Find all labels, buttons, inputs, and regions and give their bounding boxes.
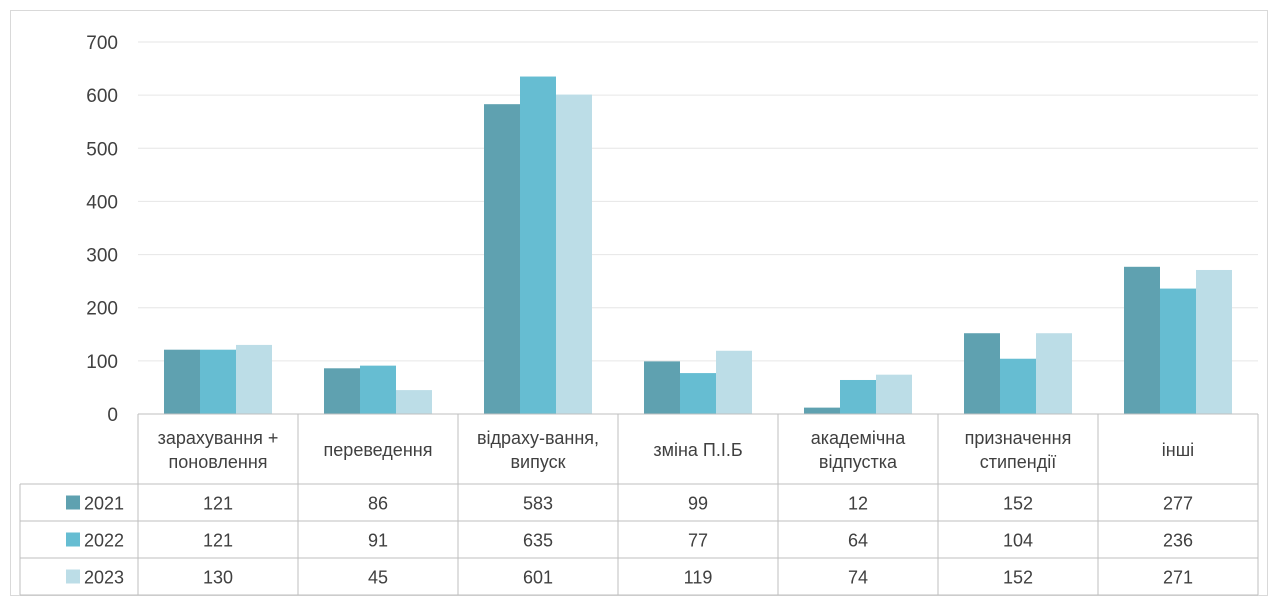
y-tick-label: 100 (86, 352, 118, 373)
table-cell: 635 (523, 531, 553, 551)
table-cell: 121 (203, 531, 233, 551)
category-label: поновлення (169, 452, 268, 472)
bar-2021-5 (964, 333, 1000, 414)
table-cell: 601 (523, 568, 553, 588)
category-label: випуск (510, 452, 565, 472)
y-tick-label: 0 (107, 405, 118, 426)
bar-2022-5 (1000, 358, 1036, 414)
table-cell: 104 (1003, 531, 1033, 551)
series-label: 2023 (84, 568, 124, 588)
table-cell: 77 (688, 531, 708, 551)
category-label: відпустка (819, 452, 898, 472)
category-label: інші (1162, 440, 1194, 460)
legend-key-2021 (66, 495, 80, 510)
table-cell: 130 (203, 568, 233, 588)
bar-2022-4 (840, 379, 876, 414)
bar-2022-3 (680, 373, 716, 414)
bar-2023-4 (876, 374, 912, 414)
table-cell: 152 (1003, 494, 1033, 514)
series-label: 2022 (84, 531, 124, 551)
y-tick-label: 300 (86, 246, 118, 267)
bar-2022-1 (360, 365, 396, 414)
table-cell: 45 (368, 568, 388, 588)
legend-key-2023 (66, 569, 80, 584)
table-cell: 121 (203, 494, 233, 514)
category-label: стипендії (980, 452, 1057, 472)
bar-2021-2 (484, 104, 520, 415)
table-cell: 277 (1163, 494, 1193, 514)
bar-2021-4 (804, 407, 840, 414)
bar-2023-6 (1196, 269, 1232, 414)
table-cell: 271 (1163, 568, 1193, 588)
legend-key-2022 (66, 532, 80, 547)
table-cell: 64 (848, 531, 868, 551)
bar-2021-1 (324, 368, 360, 414)
category-label: зарахування + (158, 428, 279, 448)
y-tick-label: 600 (86, 86, 118, 107)
bar-2021-0 (164, 349, 200, 414)
bar-2023-3 (716, 350, 752, 414)
bar-2023-5 (1036, 333, 1072, 414)
table-cell: 152 (1003, 568, 1033, 588)
category-label: переведення (324, 440, 433, 460)
y-tick-label: 500 (86, 139, 118, 160)
table-cell: 236 (1163, 531, 1193, 551)
bar-2021-6 (1124, 266, 1160, 414)
table-cell: 583 (523, 494, 553, 514)
bar-2023-1 (396, 390, 432, 414)
category-label: зміна П.І.Б (653, 440, 742, 460)
y-tick-label: 200 (86, 299, 118, 320)
table-cell: 12 (848, 494, 868, 514)
table-cell: 119 (684, 568, 713, 588)
category-label: академічна (811, 428, 906, 448)
bar-2023-2 (556, 94, 592, 415)
bar-2023-0 (236, 344, 272, 414)
bar-2022-2 (520, 76, 556, 415)
bar-2022-0 (200, 349, 236, 414)
bar-2021-3 (644, 361, 680, 414)
bar-2022-6 (1160, 288, 1196, 414)
table-cell: 91 (368, 531, 388, 551)
series-label: 2021 (84, 494, 124, 514)
category-label: відраху-вання, (477, 428, 599, 448)
table-cell: 86 (368, 494, 388, 514)
category-label: призначення (965, 428, 1072, 448)
table-cell: 99 (688, 494, 708, 514)
y-tick-label: 700 (86, 33, 118, 54)
table-cell: 74 (848, 568, 868, 588)
y-tick-label: 400 (86, 192, 118, 213)
